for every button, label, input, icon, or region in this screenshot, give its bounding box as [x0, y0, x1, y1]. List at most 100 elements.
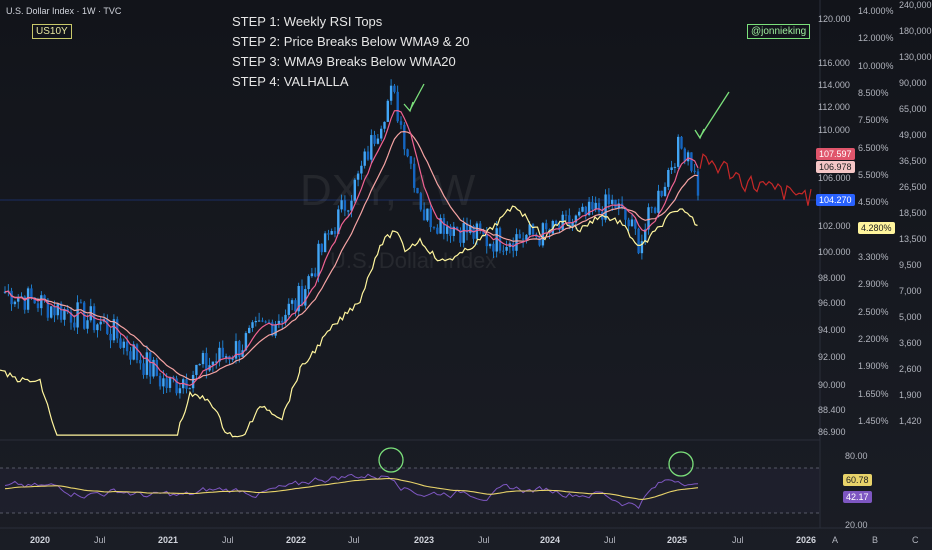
step-line: STEP 4: VALHALLA [232, 74, 349, 89]
arrow-icon [694, 91, 730, 140]
author-tag: @jonnieking [747, 24, 811, 39]
volume-tick: 18,500 [899, 208, 927, 218]
candle-body [637, 228, 640, 254]
candle-body [594, 202, 597, 210]
candle-body [323, 233, 327, 253]
rsi-ma-line[interactable] [4, 477, 699, 500]
candle-body [677, 136, 680, 167]
candle-body [653, 207, 657, 213]
step-line: STEP 3: WMA9 Breaks Below WMA20 [232, 54, 456, 69]
compare-tag[interactable]: US10Y [32, 24, 72, 39]
time-label: 2023 [414, 535, 435, 545]
candle-body [284, 314, 287, 323]
candle-body [680, 136, 683, 149]
volume-tick: 7,000 [899, 286, 922, 296]
candle-body [314, 273, 317, 277]
candle-body [690, 152, 693, 171]
time-label: 2024 [540, 535, 561, 545]
watermark-name: U.S. Dollar Index [330, 248, 496, 273]
price-tick: 100.000 [818, 247, 851, 257]
candle-body [333, 231, 337, 234]
price-tick: 120.000 [818, 14, 851, 24]
candle-body [53, 306, 56, 316]
candle-body [528, 224, 531, 235]
candle-body [657, 190, 660, 213]
candle-body [188, 388, 191, 390]
percent-tick: 2.500% [858, 306, 889, 317]
candle-body [353, 179, 356, 201]
candle-body [195, 364, 198, 375]
volume-tick: 49,000 [899, 130, 927, 140]
candle-body [254, 321, 257, 323]
candle-body [515, 234, 518, 251]
candle-body [578, 211, 581, 216]
candle-body [505, 247, 508, 251]
candle-body [597, 202, 601, 212]
candle-body [271, 322, 274, 336]
candle-body [647, 207, 650, 230]
candle-body [383, 121, 386, 129]
candle-body [231, 358, 234, 360]
wma20-value-chip: 106.978 [816, 161, 855, 173]
time-label: Jul [94, 535, 106, 545]
candle-body [23, 296, 26, 310]
candle-body [162, 378, 165, 387]
percent-tick: 10.000% [858, 60, 894, 71]
candle-body [106, 319, 109, 334]
candle-body [525, 234, 528, 240]
symbol-line[interactable]: U.S. Dollar Index · 1W · TVC [6, 6, 122, 16]
us10y-line[interactable] [0, 205, 698, 438]
candle-body [469, 226, 472, 233]
percent-tick: 12.000% [858, 33, 894, 44]
candle-body [221, 347, 224, 358]
candle-body [614, 199, 617, 209]
candle-body [145, 352, 149, 375]
candle-body [426, 208, 429, 221]
candle-body [455, 226, 459, 230]
time-label: Jul [348, 535, 360, 545]
candle-body [261, 320, 264, 322]
axis-letter: B [872, 535, 879, 545]
wma20-line[interactable] [4, 130, 699, 381]
candle-body [660, 190, 663, 196]
last-price-chip: 104.270 [816, 194, 855, 206]
volume-tick: 1,900 [899, 390, 922, 400]
candle-body [551, 220, 554, 234]
rsi-line[interactable] [4, 473, 699, 510]
candle-body [307, 276, 310, 290]
candle-body [422, 209, 426, 221]
candle-body [142, 363, 145, 375]
candle-body [650, 207, 653, 209]
rsi-top-circle [378, 447, 404, 473]
candle-body [518, 234, 521, 239]
candle-body [521, 238, 525, 240]
volume-tick: 5,000 [899, 312, 922, 322]
volume-tick: 9,500 [899, 260, 922, 270]
candle-body [73, 322, 76, 328]
volume-tick: 180,000 [899, 26, 932, 36]
rsi-ma-value-chip: 60.78 [843, 474, 872, 486]
candle-body [452, 226, 455, 236]
candle-body [17, 297, 20, 302]
price-candles[interactable] [3, 79, 700, 399]
candle-body [673, 166, 677, 168]
volume-tick: 65,000 [899, 104, 927, 114]
candle-body [587, 201, 591, 216]
candle-body [413, 163, 416, 188]
projection-line[interactable] [699, 153, 812, 206]
candle-body [175, 378, 178, 394]
candle-body [693, 170, 696, 172]
price-tick: 96.000 [818, 298, 846, 308]
candle-body [274, 324, 277, 336]
candle-body [436, 227, 439, 234]
candle-body [122, 341, 125, 348]
candle-body [125, 341, 129, 352]
candle-body [294, 300, 297, 312]
percent-tick: 7.500% [858, 115, 889, 126]
candle-body [290, 300, 294, 304]
wma9-line[interactable] [4, 109, 699, 387]
candle-body [634, 219, 637, 229]
candle-body [380, 128, 383, 139]
